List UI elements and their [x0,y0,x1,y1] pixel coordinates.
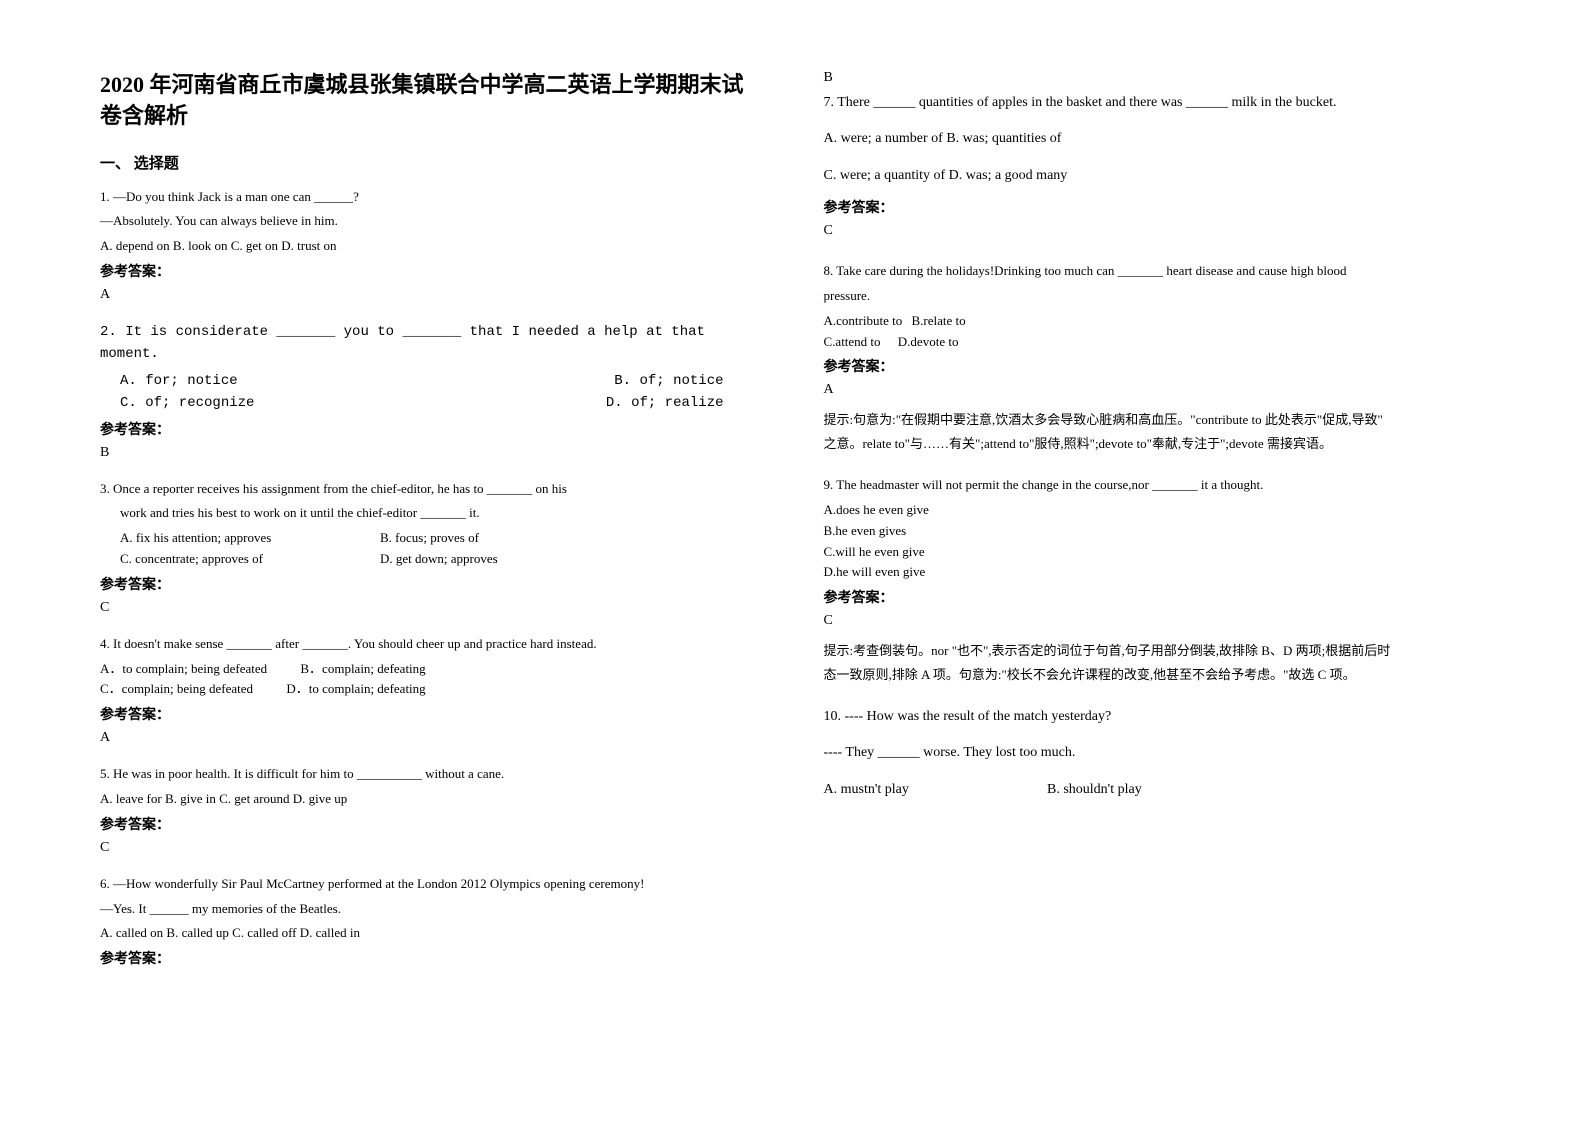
q7-lineA: A. were; a number of B. was; quantities … [824,128,1488,150]
q8-optC: C.attend to [824,334,881,349]
q5-options: A. leave for B. give in C. get around D.… [100,789,764,810]
q9-optB: B.he even gives [824,521,1488,542]
right-column: B 7. There ______ quantities of apples i… [824,70,1488,1052]
q10-options: A. mustn't play B. shouldn't play [824,779,1488,801]
q4-options: A．to complain; being defeated B．complain… [100,659,764,701]
q1-options: A. depend on B. look on C. get on D. tru… [100,236,764,257]
q9-optD: D.he will even give [824,562,1488,583]
q2-options: A. for; notice B. of; notice C. of; reco… [100,370,764,415]
q10-optB: B. shouldn't play [1047,782,1142,797]
question-6: 6. —How wonderfully Sir Paul McCartney p… [100,874,764,974]
left-column: 2020 年河南省商丘市虞城县张集镇联合中学高二英语上学期期末试卷含解析 一、 … [100,70,764,1052]
q8-optD: D.devote to [898,334,959,349]
q8-optA: A.contribute to [824,313,903,328]
q1-line2: —Absolutely. You can always believe in h… [100,211,764,232]
q9-explanation: 提示:考查倒装句。nor "也不",表示否定的词位于句首,句子用部分倒装,故排除… [824,639,1488,686]
q2-optD: D. of; realize [606,392,724,414]
q7-answer: C [824,223,1488,239]
q9-exp2: 态一致原则,排除 A 项。句意为:"校长不会允许课程的改变,他甚至不会给予考虑。… [824,663,1488,686]
q9-optC: C.will he even give [824,542,1488,563]
q5-answer-label: 参考答案： [100,814,764,834]
q8-line2: pressure. [824,286,1488,307]
q2-text: 2. It is considerate _______ you to ____… [100,321,764,366]
q3-answer: C [100,600,764,616]
question-2: 2. It is considerate _______ you to ____… [100,321,764,471]
q4-answer-label: 参考答案： [100,704,764,724]
q3-optB: B. focus; proves of [380,528,479,549]
q4-text: 4. It doesn't make sense _______ after _… [100,634,764,655]
q1-answer-label: 参考答案： [100,261,764,281]
q4-optA: A．to complain; being defeated [100,659,267,680]
q7-text: 7. There ______ quantities of apples in … [824,92,1488,114]
q9-exp1: 提示:考查倒装句。nor "也不",表示否定的词位于句首,句子用部分倒装,故排除… [824,639,1488,662]
q4-optC: C．complain; being defeated [100,679,253,700]
question-1: 1. —Do you think Jack is a man one can _… [100,187,764,313]
q8-exp1: 提示:句意为:"在假期中要注意,饮酒太多会导致心脏病和高血压。"contribu… [824,408,1488,431]
q6-options: A. called on B. called up C. called off … [100,923,764,944]
q5-text: 5. He was in poor health. It is difficul… [100,764,764,785]
q8-answer: A [824,382,1488,398]
q5-answer: C [100,840,764,856]
q3-options: A. fix his attention; approves B. focus;… [100,528,764,570]
q3-line2: work and tries his best to work on it un… [100,503,764,524]
q8-optB: B.relate to [911,313,965,328]
q10-line1: 10. ---- How was the result of the match… [824,706,1488,728]
q2-optB: B. of; notice [614,370,723,392]
document-title: 2020 年河南省商丘市虞城县张集镇联合中学高二英语上学期期末试卷含解析 [100,70,764,132]
q2-answer: B [100,445,764,461]
q9-options: A.does he even give B.he even gives C.wi… [824,500,1488,583]
q8-options: A.contribute to B.relate to C.attend to … [824,311,1488,353]
q1-line1: 1. —Do you think Jack is a man one can _… [100,187,764,208]
question-8: 8. Take care during the holidays!Drinkin… [824,261,1488,467]
q3-answer-label: 参考答案： [100,574,764,594]
q3-line1: 3. Once a reporter receives his assignme… [100,479,764,500]
question-7: 7. There ______ quantities of apples in … [824,92,1488,253]
question-3: 3. Once a reporter receives his assignme… [100,479,764,626]
question-9: 9. The headmaster will not permit the ch… [824,475,1488,698]
section-title: 一、 选择题 [100,152,764,173]
q6-answer: B [824,70,1488,86]
q7-lineC: C. were; a quantity of D. was; a good ma… [824,165,1488,187]
q4-optB: B．complain; defeating [300,659,425,680]
q8-line1: 8. Take care during the holidays!Drinkin… [824,261,1488,282]
q1-answer: A [100,287,764,303]
q2-optC: C. of; recognize [120,392,254,414]
q9-answer: C [824,613,1488,629]
q8-answer-label: 参考答案： [824,356,1488,376]
q2-optA: A. for; notice [120,370,238,392]
q6-line1: 6. —How wonderfully Sir Paul McCartney p… [100,874,764,895]
q2-answer-label: 参考答案： [100,419,764,439]
q10-line2: ---- They ______ worse. They lost too mu… [824,742,1488,764]
q3-optA: A. fix his attention; approves [120,528,360,549]
q9-optA: A.does he even give [824,500,1488,521]
q4-optD: D．to complain; defeating [286,679,425,700]
q8-explanation: 提示:句意为:"在假期中要注意,饮酒太多会导致心脏病和高血压。"contribu… [824,408,1488,455]
q7-answer-label: 参考答案： [824,197,1488,217]
q8-exp2: 之意。relate to"与……有关";attend to"服侍,照料";dev… [824,432,1488,455]
q6-answer-label: 参考答案： [100,948,764,968]
q6-line2: —Yes. It ______ my memories of the Beatl… [100,899,764,920]
question-5: 5. He was in poor health. It is difficul… [100,764,764,866]
q3-optC: C. concentrate; approves of [120,549,360,570]
question-4: 4. It doesn't make sense _______ after _… [100,634,764,756]
q4-answer: A [100,730,764,746]
q10-optA: A. mustn't play [824,779,1044,801]
q9-text: 9. The headmaster will not permit the ch… [824,475,1488,496]
question-10: 10. ---- How was the result of the match… [824,706,1488,801]
q3-optD: D. get down; approves [380,549,498,570]
q9-answer-label: 参考答案： [824,587,1488,607]
